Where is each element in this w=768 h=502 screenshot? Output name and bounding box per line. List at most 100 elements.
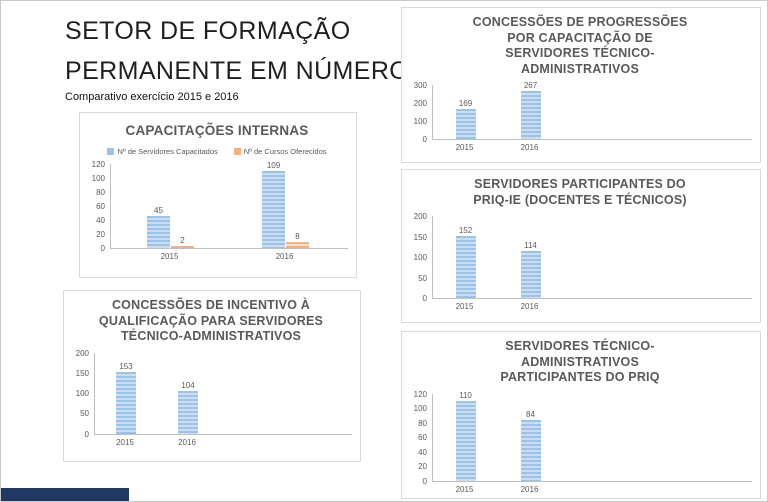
bar (147, 216, 170, 248)
bar-group: 169 (455, 99, 476, 139)
plot-wrap: 152 114 2015 2016 (432, 216, 752, 311)
chart-title-line: SERVIDORES TÉCNICO- (505, 339, 655, 353)
bar-value-label: 104 (181, 381, 195, 391)
category-label: 2015 (116, 437, 134, 447)
bar-value-label: 153 (119, 361, 133, 371)
bar-with-label: 84 (520, 409, 541, 481)
category-label: 2015 (455, 143, 474, 152)
chart-title: SERVIDORES TÉCNICO- ADMINISTRATIVOS PARTIC… (408, 339, 752, 386)
y-tick-label: 120 (413, 389, 427, 399)
bar-groups: 153 104 (95, 353, 219, 434)
y-tick-label: 80 (96, 187, 105, 197)
page-title-line-2: PERMANENTE EM NÚMEROS (65, 57, 427, 85)
page-title: SETOR DE FORMAÇÃO PERMANENTE EM NÚMEROS (65, 11, 426, 91)
y-axis: 0 100 200 300 (408, 81, 432, 144)
y-tick-label: 50 (418, 273, 427, 283)
bar-group: 152 (455, 225, 476, 298)
y-tick-label: 20 (96, 229, 105, 239)
page-subtitle: Comparativo exercício 2015 e 2016 (65, 91, 239, 103)
bar (262, 171, 285, 248)
footer-bar (1, 488, 129, 501)
chart-body: 0 100 200 300 169 267 2015 2016 (408, 81, 752, 152)
plot-wrap: 110 84 2015 2016 (432, 391, 752, 494)
x-axis-labels: 2015 2016 (432, 482, 562, 494)
plot-wrap: 45 2 109 8 2015 2016 (110, 161, 348, 261)
category-label: 2016 (520, 302, 539, 311)
y-tick-label: 0 (422, 294, 427, 303)
chart-title-line: PRIQ-IE (DOCENTES E TÉCNICOS) (473, 192, 687, 207)
y-tick-label: 0 (100, 243, 105, 253)
chart-title-line: SERVIDORES TÉCNICO- (505, 46, 655, 60)
bar-with-label: 114 (520, 241, 541, 298)
chart-body: 0 50 100 150 200 153 104 2015 2016 (70, 349, 352, 447)
category-label: 2016 (520, 484, 539, 494)
bar (520, 251, 541, 298)
bar-with-label: 153 (116, 362, 136, 434)
y-tick-label: 100 (413, 117, 427, 126)
bar-with-label: 2 (171, 236, 194, 248)
bar-value-label: 109 (266, 161, 281, 171)
y-tick-label: 60 (418, 433, 427, 442)
chart-title-line: PARTICIPANTES DO PRIQ (500, 370, 660, 384)
chart-body: 0 50 100 150 200 152 114 2015 2016 (408, 213, 752, 311)
y-tick-label: 120 (91, 159, 105, 169)
y-axis: 0 20 40 60 80 100 120 (86, 159, 110, 252)
bar (520, 419, 541, 481)
bar-groups: 169 267 (433, 81, 563, 139)
chart-body: 0 20 40 60 80 100 120 45 2 109 8 2015 2016 (86, 159, 348, 261)
chart-title-line: CAPACITAÇÕES INTERNAS (125, 123, 309, 138)
bar-value-label: 2 (180, 236, 185, 245)
legend-item: Nº de Servidores Capacitados (107, 146, 218, 156)
y-tick-label: 40 (418, 447, 427, 457)
chart-title-line: POR CAPACITAÇÃO DE (507, 30, 653, 45)
bar-with-label: 110 (455, 391, 476, 481)
y-tick-label: 300 (413, 81, 427, 90)
chart-title: SERVIDORES PARTICIPANTES DO PRIQ-IE (DOCE… (408, 177, 752, 208)
category-label: 2015 (160, 251, 179, 261)
bar (520, 90, 541, 139)
chart-card-concessoes-incentivo: CONCESSÕES DE INCENTIVO À QUALIFICAÇÃO PA… (63, 290, 361, 462)
bar-group: 84 (520, 409, 541, 481)
bar-group: 114 (520, 241, 541, 298)
bar-group: 104 (178, 381, 198, 434)
bar (116, 371, 136, 434)
bar-groups: 110 84 (433, 391, 563, 481)
bar-group: 153 (116, 362, 136, 434)
bar (178, 391, 198, 434)
y-axis: 0 50 100 150 200 (408, 213, 432, 303)
bar-groups: 152 114 (433, 216, 563, 298)
y-tick-label: 0 (422, 135, 427, 144)
bar-value-label: 152 (458, 225, 473, 235)
bar-value-label: 84 (526, 409, 535, 419)
y-tick-label: 50 (80, 409, 89, 419)
legend-label: Nº de Servidores Capacitados (117, 146, 218, 156)
bar-value-label: 8 (295, 231, 300, 241)
chart-title-line: SERVIDORES PARTICIPANTES DO (474, 177, 686, 191)
y-tick-label: 150 (413, 232, 427, 242)
y-tick-label: 100 (91, 173, 105, 183)
chart-title: CAPACITAÇÕES INTERNAS (86, 123, 348, 139)
y-tick-label: 100 (413, 404, 427, 413)
chart-title: CONCESSÕES DE INCENTIVO À QUALIFICAÇÃO PA… (70, 298, 352, 345)
bar-with-label: 104 (178, 381, 198, 434)
chart-title-line: QUALIFICAÇÃO PARA SERVIDORES (98, 313, 324, 328)
category-label: 2016 (275, 251, 294, 261)
y-axis: 0 50 100 150 200 (70, 349, 94, 438)
bar-with-label: 109 (262, 161, 285, 248)
plot-area: 152 114 (432, 216, 752, 299)
bar-group: 45 2 (147, 206, 194, 248)
chart-title-line: ADMINISTRATIVOS (520, 61, 640, 76)
page-title-line-1: SETOR DE FORMAÇÃO (65, 17, 351, 45)
y-tick-label: 80 (418, 418, 427, 428)
plot-area: 169 267 (432, 81, 752, 140)
bar-group: 109 8 (262, 161, 309, 248)
legend-item: Nº de Cursos Oferecidos (233, 146, 327, 156)
y-tick-label: 0 (422, 476, 427, 486)
legend-label: Nº de Cursos Oferecidos (243, 146, 327, 156)
bar (455, 108, 476, 139)
plot-area: 153 104 (94, 352, 352, 435)
y-tick-label: 40 (96, 215, 105, 225)
category-label: 2016 (520, 143, 539, 152)
y-tick-label: 0 (84, 429, 89, 439)
chart-card-servidores-ta-priq: SERVIDORES TÉCNICO- ADMINISTRATIVOS PARTIC… (401, 331, 761, 499)
